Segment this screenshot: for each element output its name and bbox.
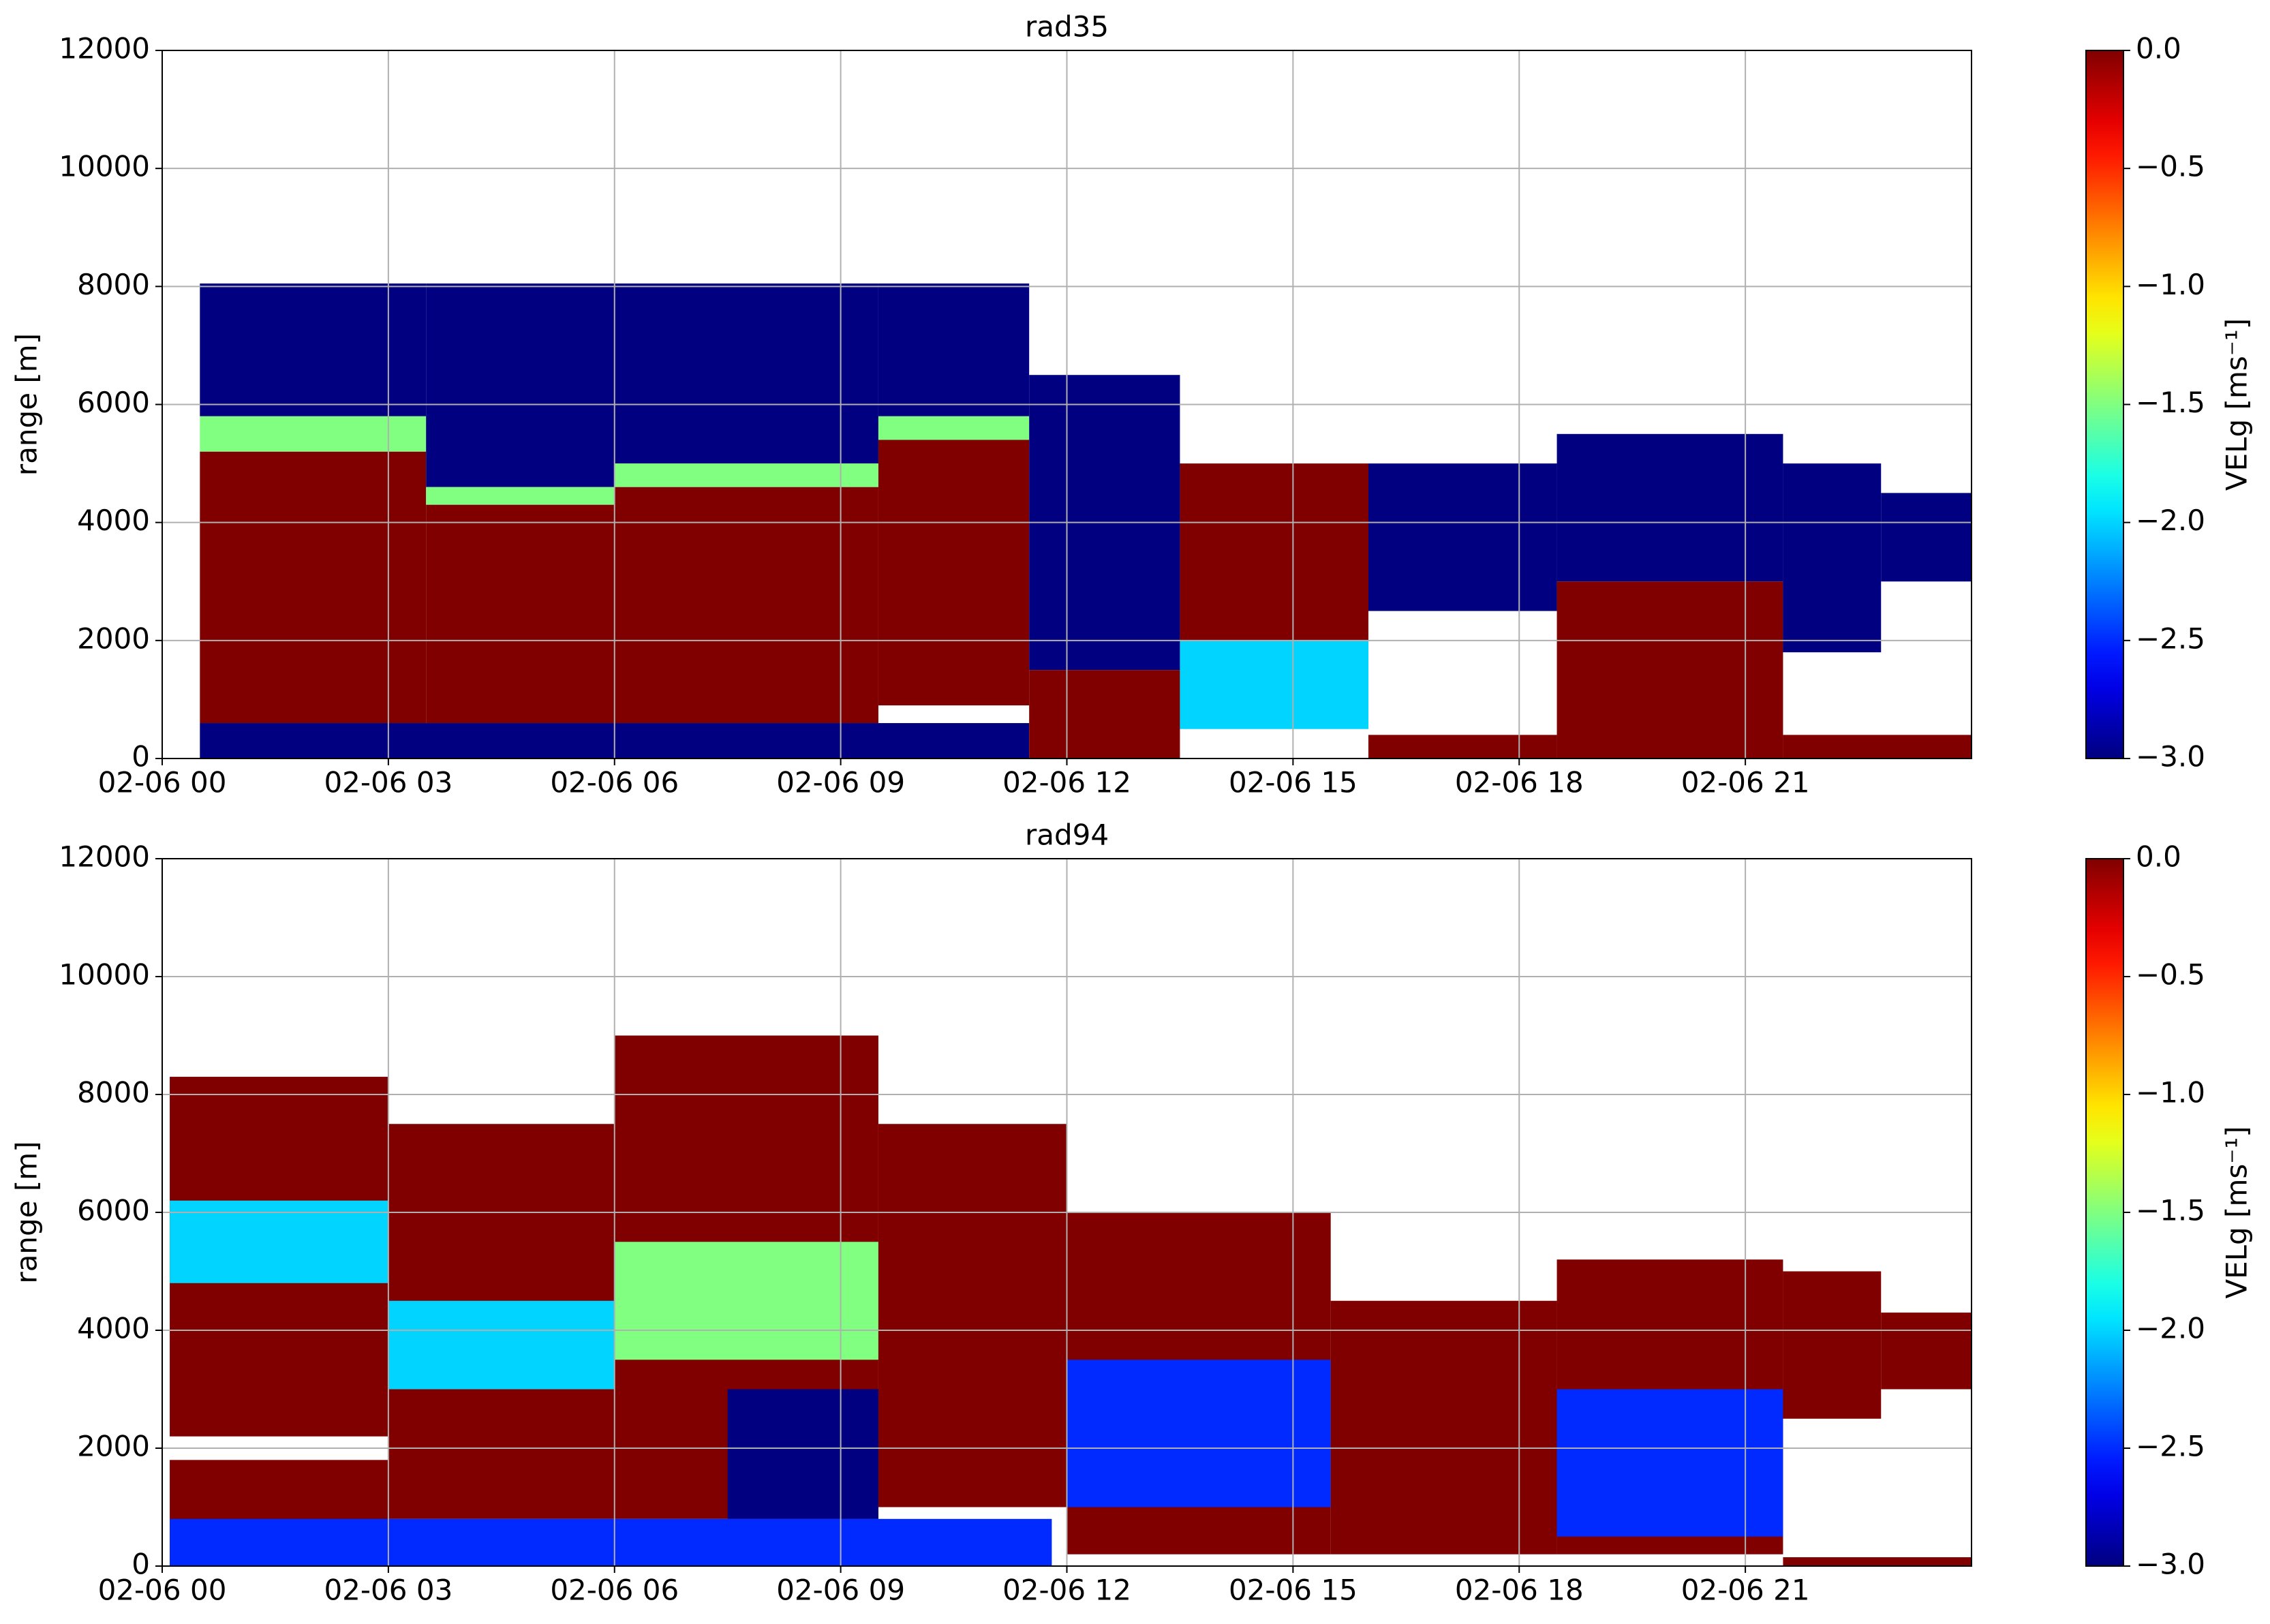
heatmap-cell [614, 1242, 878, 1360]
heatmap-cell [200, 416, 427, 452]
y-tick-label: 2000 [77, 1430, 150, 1463]
heatmap-cell [1556, 1389, 1783, 1537]
colorbar-tick-label: −2.5 [2136, 622, 2205, 655]
x-tick-label: 02-06 12 [1002, 766, 1131, 799]
heatmap-cell [170, 1271, 388, 1437]
colorbar-tick-label: −2.0 [2136, 504, 2205, 537]
x-tick-label: 02-06 06 [550, 766, 679, 799]
colorbar-tick-label: −1.5 [2136, 1194, 2205, 1227]
colorbar-label: VELg [ms⁻¹] [2220, 318, 2254, 491]
y-tick-label: 12000 [59, 32, 150, 65]
x-tick-label: 02-06 09 [776, 766, 905, 799]
y-tick-label: 4000 [77, 1312, 150, 1345]
heatmap-cell [426, 487, 615, 505]
colorbar [2085, 858, 2124, 1567]
y-tick-label: 2000 [77, 622, 150, 655]
heatmap-cell [200, 451, 427, 724]
y-tick-label: 6000 [77, 386, 150, 419]
heatmap-cell [1783, 1271, 1882, 1419]
heatmap-cell [1180, 640, 1368, 729]
y-tick-label: 8000 [77, 268, 150, 301]
heatmap-cell [200, 284, 427, 416]
y-tick-label: 0 [132, 1548, 150, 1581]
heatmap-cell [1330, 1300, 1557, 1554]
x-tick-label: 02-06 09 [776, 1574, 905, 1607]
colorbar-tick-label: −3.0 [2136, 740, 2205, 773]
x-tick-label: 02-06 12 [1002, 1574, 1131, 1607]
heatmap-cell [388, 1300, 615, 1390]
heatmap-cell [1556, 581, 1783, 759]
heatmap-cell [170, 1518, 1052, 1566]
chart-title: rad35 [1025, 10, 1109, 44]
x-tick-label: 02-06 03 [324, 766, 453, 799]
x-tick-label: 02-06 06 [550, 1574, 679, 1607]
x-tick-label: 02-06 15 [1229, 766, 1358, 799]
x-tick-label: 02-06 00 [98, 766, 227, 799]
x-tick-label: 02-06 18 [1455, 766, 1584, 799]
heatmap-cell [878, 440, 1030, 706]
y-axis-label: range [m] [10, 1141, 44, 1283]
axes-frame [162, 50, 1972, 759]
heatmap-cell [1029, 670, 1180, 759]
x-tick-label: 02-06 21 [1681, 766, 1810, 799]
y-axis-label: range [m] [10, 333, 44, 476]
y-tick-label: 10000 [59, 958, 150, 992]
heatmap-cell [614, 284, 878, 464]
colorbar-tick-label: −2.5 [2136, 1430, 2205, 1463]
colorbar-tick-label: −1.0 [2136, 268, 2205, 301]
colorbar-label: VELg [ms⁻¹] [2220, 1126, 2254, 1298]
x-tick-label: 02-06 03 [324, 1574, 453, 1607]
heatmap-cell [1368, 463, 1557, 611]
heatmap-cell [1368, 735, 1557, 759]
colorbar-tick-label: −1.5 [2136, 386, 2205, 419]
heatmap-cell [1881, 493, 1972, 582]
y-tick-label: 6000 [77, 1194, 150, 1227]
heatmap-cell [614, 487, 878, 724]
x-tick-label: 02-06 21 [1681, 1574, 1810, 1607]
colorbar-tick-label: −3.0 [2136, 1548, 2205, 1581]
y-tick-label: 12000 [59, 840, 150, 874]
heatmap-cell [878, 284, 1030, 416]
x-tick-label: 02-06 15 [1229, 1574, 1358, 1607]
colorbar-tick-label: −0.5 [2136, 958, 2205, 992]
heatmap-cell [1556, 433, 1783, 582]
x-tick-label: 02-06 18 [1455, 1574, 1584, 1607]
heatmap-cell [878, 1124, 1067, 1507]
colorbar-tick-label: 0.0 [2136, 840, 2181, 874]
y-tick-label: 10000 [59, 150, 150, 183]
heatmap-cell [1180, 463, 1368, 641]
colorbar [2085, 50, 2124, 759]
heatmap-cell [614, 463, 878, 487]
y-tick-label: 4000 [77, 504, 150, 537]
y-tick-label: 0 [132, 740, 150, 773]
heatmap-cell [727, 1389, 878, 1519]
heatmap-cell [426, 504, 615, 724]
heatmap-cell [170, 1200, 388, 1283]
heatmap-cell [1783, 463, 1882, 653]
heatmap-cell [878, 416, 1030, 440]
colorbar-tick-label: −0.5 [2136, 150, 2205, 183]
colorbar-tick-label: −2.0 [2136, 1312, 2205, 1345]
colorbar-tick-label: −1.0 [2136, 1076, 2205, 1109]
heatmap-cell [1783, 1557, 1972, 1566]
heatmap-cell [1881, 1313, 1972, 1390]
x-tick-label: 02-06 00 [98, 1574, 227, 1607]
axes-frame [162, 858, 1972, 1567]
y-tick-label: 8000 [77, 1076, 150, 1109]
heatmap-cell [1067, 1360, 1331, 1507]
colorbar-tick-label: 0.0 [2136, 32, 2181, 65]
heatmap-cell [1783, 735, 1972, 759]
heatmap-cell [426, 284, 615, 487]
chart-title: rad94 [1025, 818, 1109, 852]
